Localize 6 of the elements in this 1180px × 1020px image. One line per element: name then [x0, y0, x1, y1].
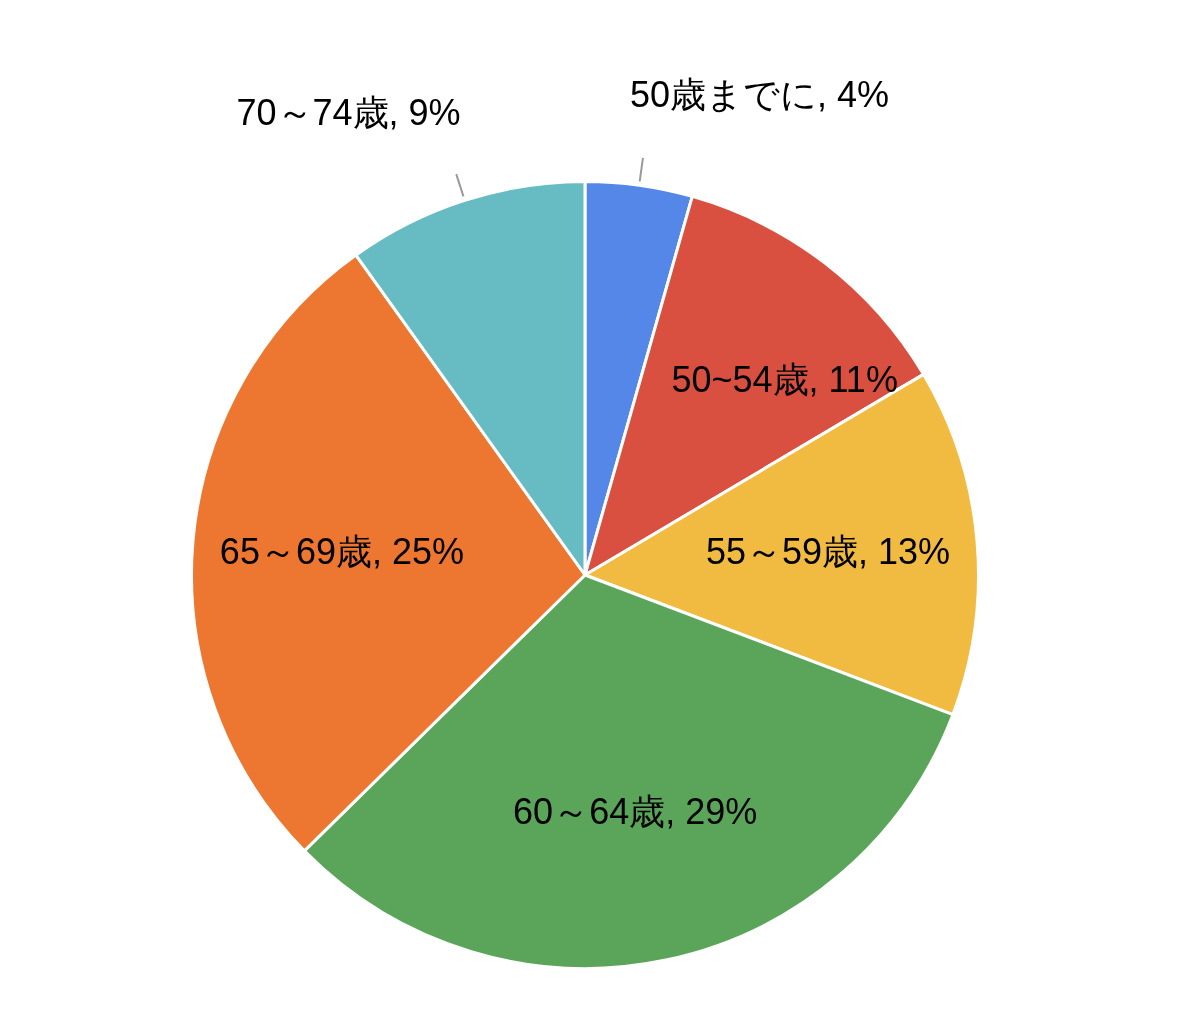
slice-label: 50~54歳, 11%: [671, 358, 898, 400]
slice-label: 65～69歳, 25%: [219, 530, 465, 572]
slice-label: 55～59歳, 13%: [705, 530, 951, 572]
slice-label: 70～74歳, 9%: [236, 92, 461, 134]
slice-label: 60～64歳, 29%: [513, 790, 758, 832]
slice-label: 50歳までに, 4%: [630, 74, 890, 116]
